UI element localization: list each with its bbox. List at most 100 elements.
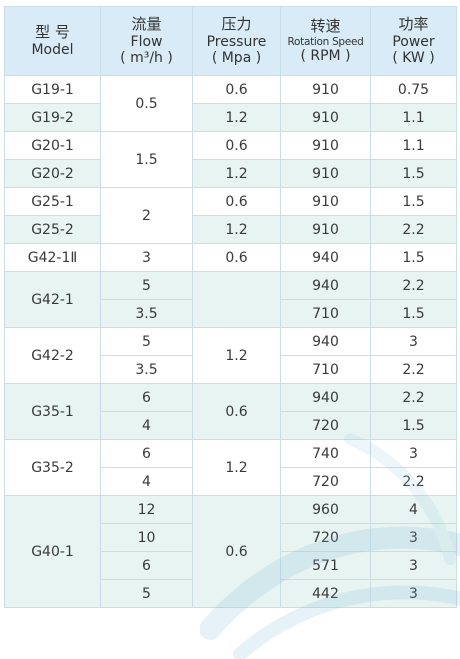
pressure-cell: 1.2 <box>192 159 281 188</box>
table-row: 3.5 710 1.5 <box>5 299 457 328</box>
header-flow: 流量 Flow ( m³/h ) <box>100 6 193 76</box>
flow-cell: 3.5 <box>100 355 193 384</box>
power-cell: 3 <box>370 327 457 356</box>
power-cell: 1.5 <box>370 299 457 328</box>
speed-cell: 910 <box>280 75 371 104</box>
pressure-cell: 0.6 <box>192 187 281 216</box>
header-row: 型 号 Model 流量 Flow ( m³/h ) 压力 Pressure (… <box>4 6 457 76</box>
table-row: G35-1 6 0.6 940 2.2 <box>4 383 457 440</box>
pressure-cell: 0.6 <box>192 243 281 272</box>
spec-table: 型 号 Model 流量 Flow ( m³/h ) 压力 Pressure (… <box>4 6 457 608</box>
table-row: G42-2 5 1.2 940 3 <box>4 327 457 384</box>
model-cell: G35-1 <box>4 383 101 440</box>
flow-cell: 4 <box>100 467 193 496</box>
flow-cell: 3.5 <box>100 299 193 328</box>
model-cell: G40-1 <box>4 495 101 608</box>
table-row: G19-2 1.2 910 1.1 <box>4 103 457 132</box>
power-cell: 1.5 <box>370 187 457 216</box>
table-row: G42-1Ⅱ 3 0.6 940 1.5 <box>4 243 457 272</box>
power-cell: 0.75 <box>370 75 457 104</box>
flow-cell: 6 <box>100 439 193 468</box>
table-row: G25-2 1.2 910 2.2 <box>4 215 457 244</box>
header-pressure: 压力 Pressure ( Mpa ) <box>192 6 281 76</box>
power-cell: 2.2 <box>370 271 457 300</box>
power-cell: 2.2 <box>370 383 457 412</box>
pressure-cell: 1.2 <box>192 327 281 384</box>
power-cell: 3 <box>370 579 457 608</box>
flow-cell: 10 <box>100 523 193 552</box>
flow-cell: 6 <box>100 551 193 580</box>
power-cell: 1.5 <box>370 243 457 272</box>
model-cell: G42-1Ⅱ <box>4 243 101 272</box>
flow-cell: 1.5 <box>100 131 193 188</box>
power-cell: 4 <box>370 495 457 524</box>
model-cell: G42-1 <box>4 271 101 328</box>
model-cell: G42-2 <box>4 327 101 384</box>
table-row: 10 720 3 <box>5 523 457 552</box>
table-row: G40-1 12 0.6 960 4 <box>4 495 457 608</box>
power-cell: 1.5 <box>370 411 457 440</box>
flow-cell: 12 <box>100 495 193 524</box>
speed-cell: 910 <box>280 159 371 188</box>
speed-cell: 940 <box>280 383 371 412</box>
model-cell: G19-2 <box>4 103 101 132</box>
speed-cell: 442 <box>280 579 371 608</box>
power-cell: 2.2 <box>370 467 457 496</box>
pressure-cell: 0.6 <box>192 383 281 440</box>
table-row: G20-1 1.5 0.6 910 1.1 <box>4 131 457 188</box>
power-cell: 1.5 <box>370 159 457 188</box>
model-cell: G35-2 <box>4 439 101 496</box>
speed-cell: 571 <box>280 551 371 580</box>
flow-cell: 5 <box>100 271 193 300</box>
table-row: G25-1 2 0.6 910 1.5 <box>4 187 457 244</box>
pressure-cell: 0.6 <box>192 131 281 160</box>
header-power: 功率 Power ( KW ) <box>370 6 457 76</box>
speed-cell: 720 <box>280 411 371 440</box>
flow-cell: 3 <box>100 243 193 272</box>
pressure-cell: 0.6 <box>192 75 281 104</box>
power-cell: 1.1 <box>370 103 457 132</box>
table-row: 6 571 3 <box>5 551 457 580</box>
speed-cell: 940 <box>280 243 371 272</box>
pressure-cell: 1.2 <box>192 103 281 132</box>
speed-cell: 710 <box>280 355 371 384</box>
table-row: G42-1 5 940 2.2 <box>4 271 457 328</box>
speed-cell: 910 <box>280 187 371 216</box>
power-cell: 2.2 <box>370 215 457 244</box>
speed-cell: 740 <box>280 439 371 468</box>
pressure-cell: 0.6 <box>192 495 281 608</box>
speed-cell: 910 <box>280 215 371 244</box>
model-cell: G19-1 <box>4 75 101 104</box>
power-cell: 1.1 <box>370 131 457 160</box>
model-cell: G25-1 <box>4 187 101 216</box>
power-cell: 3 <box>370 551 457 580</box>
power-cell: 3 <box>370 439 457 468</box>
speed-cell: 940 <box>280 327 371 356</box>
header-model: 型 号 Model <box>4 6 101 76</box>
speed-cell: 960 <box>280 495 371 524</box>
speed-cell: 720 <box>280 467 371 496</box>
model-cell: G25-2 <box>4 215 101 244</box>
flow-cell: 0.5 <box>100 75 193 132</box>
model-cell: G20-1 <box>4 131 101 160</box>
table-row: G19-1 0.5 0.6 910 0.75 <box>4 75 457 132</box>
speed-cell: 910 <box>280 131 371 160</box>
power-cell: 2.2 <box>370 355 457 384</box>
table-row: G20-2 1.2 910 1.5 <box>4 159 457 188</box>
flow-cell: 5 <box>100 327 193 356</box>
pressure-cell: 1.2 <box>192 215 281 244</box>
header-speed: 转速 Rotation Speed ( RPM ) <box>280 6 371 76</box>
table-row: 3.5 710 2.2 <box>5 355 457 384</box>
flow-cell: 6 <box>100 383 193 412</box>
pressure-cell: 1.2 <box>192 439 281 496</box>
table-row: 5 442 3 <box>5 579 457 608</box>
speed-cell: 720 <box>280 523 371 552</box>
power-cell: 3 <box>370 523 457 552</box>
table-row: G35-2 6 1.2 740 3 <box>4 439 457 496</box>
flow-cell: 5 <box>100 579 193 608</box>
speed-cell: 710 <box>280 299 371 328</box>
flow-cell: 4 <box>100 411 193 440</box>
speed-cell: 910 <box>280 103 371 132</box>
speed-cell: 940 <box>280 271 371 300</box>
flow-cell: 2 <box>100 187 193 244</box>
